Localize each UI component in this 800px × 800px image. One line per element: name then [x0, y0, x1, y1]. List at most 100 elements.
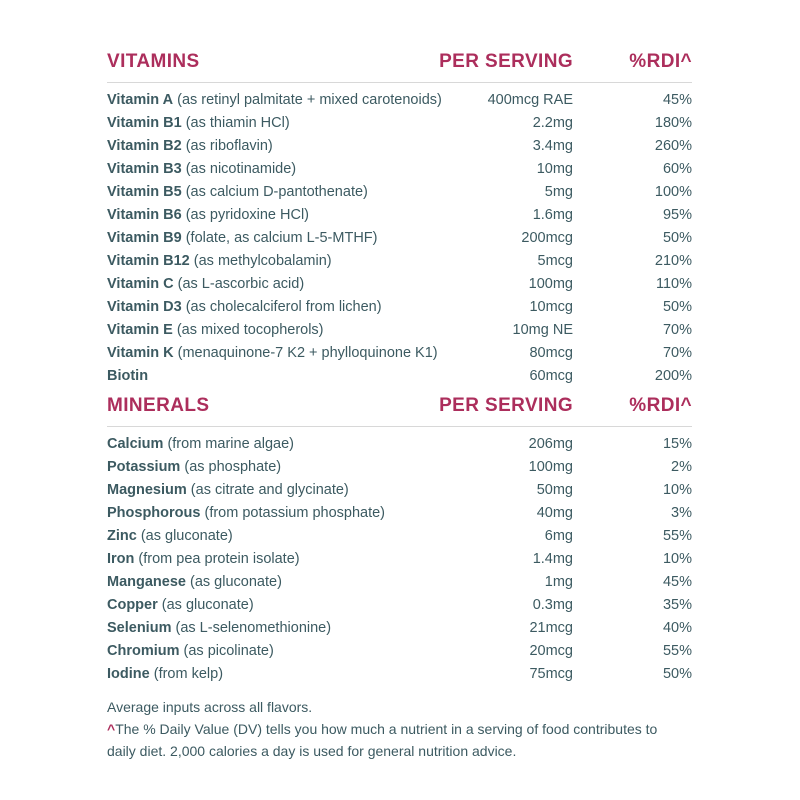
vitamins-table-body: Vitamin A (as retinyl palmitate + mixed …	[107, 89, 692, 388]
nutrient-rdi: 95%	[662, 207, 692, 223]
nutrient-name-cell: Calcium (from marine algae)	[107, 436, 294, 452]
nutrient-source: (from marine algae)	[167, 436, 294, 452]
nutrient-name-cell: Biotin	[107, 368, 148, 384]
vitamins-section: VITAMINS PER SERVING %RDI^ Vitamin A (as…	[107, 52, 692, 388]
nutrient-source: (as calcium D-pantothenate)	[185, 184, 368, 200]
nutrient-amount: 200mcg	[521, 230, 573, 246]
nutrient-name-cell: Iron (from pea protein isolate)	[107, 551, 300, 567]
nutrient-name-cell: Chromium (as picolinate)	[107, 643, 274, 659]
minerals-table-body: Calcium (from marine algae) 206mg 15% Po…	[107, 433, 692, 686]
nutrient-rdi: 260%	[654, 138, 692, 154]
nutrient-amount: 80mcg	[529, 345, 573, 361]
nutrient-source: (from kelp)	[153, 666, 224, 682]
nutrient-rdi: 210%	[654, 253, 692, 269]
table-row: Vitamin B9 (folate, as calcium L-5-MTHF)…	[107, 227, 692, 250]
nutrient-rdi: 60%	[662, 161, 692, 177]
nutrient-amount: 3.4mg	[532, 138, 573, 154]
nutrient-name-cell: Vitamin B12 (as methylcobalamin)	[107, 253, 332, 269]
nutrient-name-cell: Vitamin D3 (as cholecalciferol from lich…	[107, 299, 382, 315]
nutrient-amount: 10mcg	[529, 299, 573, 315]
table-row: Vitamin K (menaquinone-7 K2 + phylloquin…	[107, 342, 692, 365]
nutrient-name-cell: Vitamin A (as retinyl palmitate + mixed …	[107, 92, 442, 108]
nutrient-source: (as methylcobalamin)	[193, 253, 332, 269]
nutrient-source: (as L-selenomethionine)	[175, 620, 332, 636]
nutrient-name-cell: Vitamin B6 (as pyridoxine HCl)	[107, 207, 309, 223]
nutrient-source: (from pea protein isolate)	[138, 551, 300, 567]
nutrient-rdi: 50%	[662, 299, 692, 315]
nutrient-amount: 50mg	[536, 482, 573, 498]
nutrient-name: Vitamin B2	[107, 138, 182, 154]
nutrient-rdi: 70%	[662, 345, 692, 361]
nutrient-amount: 10mg	[536, 161, 573, 177]
nutrient-name-cell: Zinc (as gluconate)	[107, 528, 233, 544]
nutrient-rdi: 10%	[662, 551, 692, 567]
nutrient-name: Iodine	[107, 666, 150, 682]
per-serving-column-header: PER SERVING	[439, 395, 573, 416]
table-row: Vitamin B2 (as riboflavin) 3.4mg 260%	[107, 135, 692, 158]
nutrient-rdi: 15%	[662, 436, 692, 452]
nutrient-name: Vitamin K	[107, 345, 174, 361]
minerals-section: MINERALS PER SERVING %RDI^ Calcium (from…	[107, 396, 692, 686]
nutrient-amount: 1.6mg	[532, 207, 573, 223]
nutrient-rdi: 55%	[662, 528, 692, 544]
nutrient-amount: 400mcg RAE	[487, 92, 573, 108]
nutrient-source: (folate, as calcium L-5-MTHF)	[185, 230, 378, 246]
nutrient-source: (as pyridoxine HCl)	[185, 207, 310, 223]
nutrient-source: (as gluconate)	[140, 528, 233, 544]
nutrient-name-cell: Vitamin B3 (as nicotinamide)	[107, 161, 296, 177]
nutrient-name: Chromium	[107, 643, 180, 659]
nutrient-amount: 6mg	[544, 528, 573, 544]
nutrient-source: (as citrate and glycinate)	[190, 482, 349, 498]
nutrient-source: (as mixed tocopherols)	[176, 322, 324, 338]
table-row: Potassium (as phosphate) 100mg 2%	[107, 456, 692, 479]
footnote-daily-value-continued: daily diet. 2,000 calories a day is used…	[107, 743, 517, 759]
supplement-facts-panel: VITAMINS PER SERVING %RDI^ Vitamin A (as…	[107, 52, 692, 762]
vitamins-header-row: VITAMINS PER SERVING %RDI^	[107, 52, 692, 72]
nutrient-name: Vitamin B5	[107, 184, 182, 200]
nutrient-name: Vitamin D3	[107, 299, 182, 315]
minerals-section-title: MINERALS	[107, 395, 210, 416]
nutrient-amount: 100mg	[528, 459, 573, 475]
table-row: Chromium (as picolinate) 20mcg 55%	[107, 640, 692, 663]
nutrient-name-cell: Vitamin B2 (as riboflavin)	[107, 138, 273, 154]
table-row: Iodine (from kelp) 75mcg 50%	[107, 663, 692, 686]
nutrient-name-cell: Iodine (from kelp)	[107, 666, 223, 682]
nutrient-amount: 60mcg	[529, 368, 573, 384]
nutrient-source: (as L-ascorbic acid)	[177, 276, 305, 292]
nutrient-source: (menaquinone-7 K2 + phylloquinone K1)	[177, 345, 438, 361]
nutrient-name: Manganese	[107, 574, 186, 590]
table-row: Iron (from pea protein isolate) 1.4mg 10…	[107, 548, 692, 571]
nutrient-source: (as gluconate)	[161, 597, 254, 613]
footnotes: Average inputs across all flavors. ^The …	[107, 696, 747, 762]
nutrient-rdi: 45%	[662, 574, 692, 590]
nutrient-rdi: 70%	[662, 322, 692, 338]
nutrient-source: (as picolinate)	[183, 643, 274, 659]
nutrient-rdi: 3%	[671, 505, 692, 521]
nutrient-amount: 20mcg	[529, 643, 573, 659]
nutrient-source: (as riboflavin)	[185, 138, 273, 154]
nutrient-name: Calcium	[107, 436, 164, 452]
table-row: Vitamin B6 (as pyridoxine HCl) 1.6mg 95%	[107, 204, 692, 227]
table-row: Selenium (as L-selenomethionine) 21mcg 4…	[107, 617, 692, 640]
table-row: Zinc (as gluconate) 6mg 55%	[107, 525, 692, 548]
nutrient-name: Iron	[107, 551, 135, 567]
nutrient-amount: 2.2mg	[532, 115, 573, 131]
table-row: Manganese (as gluconate) 1mg 45%	[107, 571, 692, 594]
nutrient-source: (as gluconate)	[190, 574, 282, 590]
nutrient-amount: 10mg NE	[512, 322, 573, 338]
rdi-column-header: %RDI^	[629, 51, 692, 72]
nutrient-name-cell: Vitamin C (as L-ascorbic acid)	[107, 276, 304, 292]
nutrient-name: Vitamin A	[107, 92, 174, 108]
nutrient-source: (as retinyl palmitate + mixed carotenoid…	[177, 92, 442, 108]
nutrient-rdi: 100%	[654, 184, 692, 200]
nutrient-name: Vitamin E	[107, 322, 173, 338]
nutrient-name-cell: Vitamin K (menaquinone-7 K2 + phylloquin…	[107, 345, 438, 361]
nutrient-source: (as cholecalciferol from lichen)	[185, 299, 382, 315]
nutrient-rdi: 50%	[662, 230, 692, 246]
nutrient-name: Copper	[107, 597, 158, 613]
nutrient-name: Potassium	[107, 459, 181, 475]
nutrient-name-cell: Vitamin B9 (folate, as calcium L-5-MTHF)	[107, 230, 377, 246]
nutrient-name: Selenium	[107, 620, 172, 636]
minerals-header-row: MINERALS PER SERVING %RDI^	[107, 396, 692, 416]
table-row: Vitamin A (as retinyl palmitate + mixed …	[107, 89, 692, 112]
